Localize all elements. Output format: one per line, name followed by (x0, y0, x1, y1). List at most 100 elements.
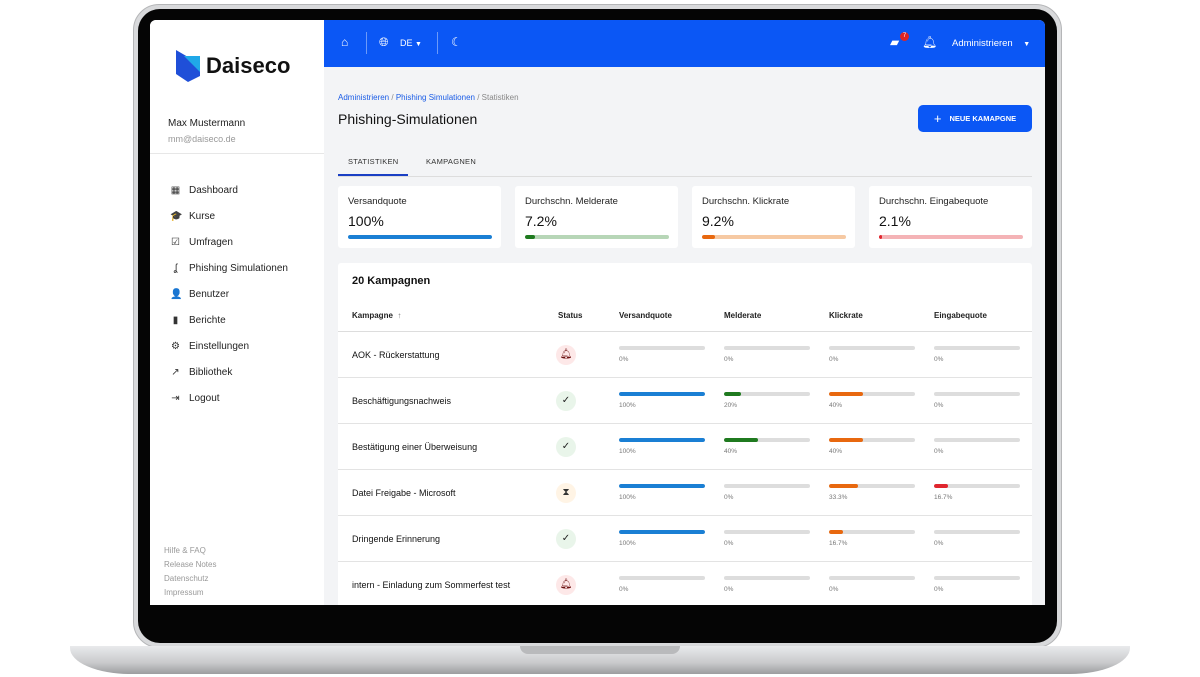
messages-icon[interactable]: ▰ (890, 35, 900, 49)
progress-fill (619, 484, 705, 488)
tab-kampagnen[interactable]: KAMPAGNEN (426, 157, 477, 166)
sidebar-item-dashboard[interactable]: ▦ Dashboard (170, 177, 288, 203)
metric-value: 0% (724, 586, 734, 593)
metric-bar (829, 530, 915, 534)
sidebar-item-bibliothek[interactable]: ↗ Bibliothek (170, 359, 288, 385)
column-header-kampagne[interactable]: Kampagne ↑ (352, 311, 401, 320)
progress-fill (702, 235, 716, 239)
breadcrumb-current: Statistiken (481, 93, 519, 102)
column-header-status: Status (558, 311, 583, 320)
metric-value: 100% (619, 402, 636, 409)
sidebar-item-label: Bibliothek (189, 366, 233, 378)
campaign-name[interactable]: Datei Freigabe - Microsoft (352, 488, 456, 498)
table-row[interactable]: intern - Einladung zum Sommerfest test 🔔︎… (338, 562, 1032, 605)
page-title: Phishing-Simulationen (338, 111, 478, 127)
chevron-down-icon: ▼ (415, 41, 422, 48)
metric-bar (934, 438, 1020, 442)
metric-bar (829, 576, 915, 580)
metric-value: 0% (934, 448, 944, 455)
sidebar-item-label: Logout (189, 392, 220, 404)
metric-bar (724, 530, 810, 534)
gear-icon: ⚙ (171, 340, 180, 352)
plus-icon: + (933, 111, 942, 126)
table-row[interactable]: Dringende Erinnerung ✓ 100% 0% 16.7% 0% (338, 516, 1032, 562)
sidebar-item-einstellungen[interactable]: ⚙ Einstellungen (170, 333, 288, 359)
sidebar-item-label: Umfragen (189, 236, 233, 248)
metric-bar (619, 484, 705, 488)
breadcrumb-link-administrieren[interactable]: Administrieren (338, 93, 390, 102)
stat-label: Durchschn. Eingabequote (879, 196, 989, 207)
user-icon: 👤 (170, 288, 183, 300)
logout-icon: ⇥ (171, 392, 180, 404)
sidebar-item-benutzer[interactable]: 👤 Benutzer (170, 281, 288, 307)
metric-bar (619, 576, 705, 580)
language-value: DE (400, 38, 413, 48)
sidebar-item-logout[interactable]: ⇥ Logout (170, 385, 288, 411)
sidebar-item-label: Berichte (189, 314, 226, 326)
metric-value: 0% (934, 540, 944, 547)
sidebar-item-label: Kurse (189, 210, 216, 222)
divider (437, 32, 438, 54)
campaign-name[interactable]: Bestätigung einer Überweisung (352, 442, 478, 452)
table-row[interactable]: Datei Freigabe - Microsoft ⧗ 100% 0% 33.3% 16… (338, 470, 1032, 516)
breadcrumb-link-phishing[interactable]: Phishing Simulationen (395, 93, 475, 102)
stat-progress-bar (348, 235, 492, 239)
stat-label: Versandquote (348, 196, 407, 207)
bell-icon[interactable]: 🔔︎ (922, 35, 938, 49)
sidebar-item-label: Benutzer (189, 288, 230, 300)
campaign-name[interactable]: intern - Einladung zum Sommerfest test (352, 580, 511, 590)
table-row[interactable]: AOK - Rückerstattung 🔔︎ 0% 0% 0% 0% (338, 332, 1032, 378)
laptop-notch (520, 646, 680, 654)
progress-fill (829, 484, 858, 488)
home-icon[interactable]: ⌂ (341, 35, 349, 49)
metric-value: 0% (934, 402, 944, 409)
check-icon: ✓ (556, 437, 576, 457)
user-email: mm@daiseco.de (168, 134, 236, 144)
stat-label: Durchschn. Melderate (525, 196, 618, 207)
account-menu[interactable]: Administrieren ▼ (952, 38, 1030, 49)
new-campaign-button[interactable]: + NEUE KAMAPGNE (918, 105, 1032, 132)
table-row[interactable]: Bestätigung einer Überweisung ✓ 100% 40% 40%… (338, 424, 1032, 470)
user-info: Max Mustermann mm@daiseco.de (168, 118, 245, 144)
footer-link[interactable]: Datenschutz (164, 574, 209, 583)
sidebar-item-umfragen[interactable]: ☑ Umfragen (170, 229, 288, 255)
progress-fill (829, 438, 864, 442)
progress-fill (619, 438, 705, 442)
sidebar-item-kurse[interactable]: 🎓 Kurse (170, 203, 288, 229)
sidebar-item-phishing-simulationen[interactable]: ʆ Phishing Simulationen (170, 255, 288, 281)
bell-alarm-icon: 🔔︎ (556, 575, 576, 595)
hourglass-icon: ⧗ (556, 483, 576, 503)
metric-value: 20% (724, 402, 738, 409)
sidebar-item-label: Einstellungen (189, 340, 250, 352)
sidebar-item-label: Dashboard (189, 184, 238, 196)
metric-bar (934, 576, 1020, 580)
external-link-icon: ↗ (171, 366, 180, 378)
user-name: Max Mustermann (168, 118, 246, 129)
metric-bar (934, 346, 1020, 350)
campaign-name[interactable]: Dringende Erinnerung (352, 534, 441, 544)
metric-value: 100% (619, 448, 636, 455)
sidebar-item-berichte[interactable]: ▮ Berichte (170, 307, 288, 333)
globe-icon[interactable]: 🌐︎ (379, 35, 389, 49)
metric-value: 0% (619, 586, 629, 593)
progress-fill (724, 392, 742, 396)
tab-statistiken[interactable]: STATISTIKEN (348, 157, 399, 166)
metric-bar (619, 346, 705, 350)
footer-link[interactable]: Impressum (164, 588, 204, 597)
footer-link[interactable]: Hilfe & FAQ (164, 546, 206, 555)
bar-chart-icon: ▮ (172, 314, 179, 326)
stat-value: 7.2% (525, 213, 557, 229)
footer-link[interactable]: Release Notes (164, 560, 217, 569)
brand-logo[interactable]: Daiseco (176, 50, 290, 82)
language-select[interactable]: DE ▼ (400, 38, 422, 48)
campaign-name[interactable]: AOK - Rückerstattung (352, 350, 440, 360)
metric-value: 0% (724, 494, 734, 501)
daiseco-logo-icon (176, 50, 200, 82)
metric-value: 40% (829, 402, 843, 409)
check-icon: ✓ (556, 529, 576, 549)
table-row[interactable]: Beschäftigungsnachweis ✓ 100% 20% 40% 0% (338, 378, 1032, 424)
dark-mode-moon-icon[interactable]: ☾ (451, 35, 462, 49)
stat-card: Durchschn. Melderate 7.2% (515, 186, 678, 248)
graduation-cap-icon: 🎓 (170, 210, 183, 222)
campaign-name[interactable]: Beschäftigungsnachweis (352, 396, 452, 406)
